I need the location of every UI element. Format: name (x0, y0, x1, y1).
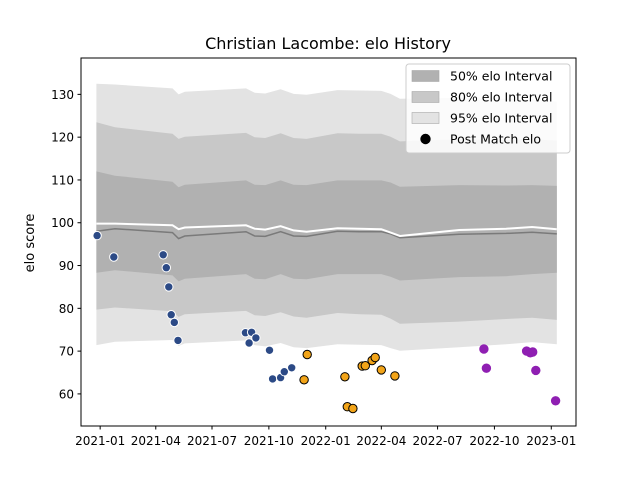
match-point-0-5 (166, 310, 176, 320)
legend-label-2: 95% elo Interval (450, 111, 552, 126)
match-point-1-9 (376, 365, 386, 375)
x-tick-label-2023-01: 2023-01 (526, 434, 576, 448)
x-tick-label-2022-04: 2022-04 (356, 434, 406, 448)
match-point-1-0 (299, 375, 309, 385)
legend-marker-3 (420, 133, 431, 145)
match-point-0-15 (279, 367, 289, 377)
band-center-line (96, 227, 557, 240)
match-point-1-2 (340, 372, 350, 382)
y-tick-label-70: 70 (59, 345, 74, 359)
match-point-2-1 (481, 363, 492, 373)
legend: 50% elo Interval 80% elo Interval 95% elo … (405, 63, 571, 154)
y-axis-label: elo score (23, 214, 38, 273)
x-tick-label-2022-01: 2022-01 (301, 434, 351, 448)
legend-label-1: 80% elo Interval (450, 90, 552, 105)
y-tick-label-60: 60 (59, 387, 74, 401)
x-tick-label-2022-07: 2022-07 (413, 434, 463, 448)
match-point-1-10 (390, 371, 400, 381)
x-tick-label-2022-10: 2022-10 (469, 434, 519, 448)
match-point-0-3 (161, 263, 172, 273)
match-point-2-0 (479, 344, 489, 354)
match-point-0-16 (287, 363, 297, 373)
match-point-2-5 (531, 365, 541, 376)
match-point-0-9 (244, 338, 254, 348)
match-point-0-6 (169, 317, 180, 328)
post-match-points (92, 230, 561, 414)
legend-swatch-0 (411, 70, 440, 82)
x-tick-label-2021-07: 2021-07 (187, 434, 237, 448)
chart-title: Christian Lacombe: elo History (205, 34, 451, 53)
band-50 (96, 171, 557, 282)
x-tick-label-2021-01: 2021-01 (75, 434, 125, 448)
match-point-0-7 (173, 335, 183, 346)
y-tick-label-110: 110 (51, 173, 74, 187)
match-point-0-2 (158, 250, 168, 260)
match-point-0-11 (251, 333, 261, 343)
match-point-0-1 (109, 252, 119, 262)
match-point-2-6 (550, 396, 561, 406)
match-point-0-12 (264, 345, 275, 355)
match-point-0-0 (92, 230, 102, 241)
legend-swatch-2 (411, 112, 440, 124)
legend-label-0: 50% elo Interval (450, 69, 552, 84)
legend-swatch-1 (411, 91, 440, 103)
legend-box (405, 63, 571, 154)
match-point-1-8 (370, 352, 380, 363)
match-point-1-1 (302, 349, 312, 360)
y-tick-label-100: 100 (51, 216, 74, 230)
y-tick-label-90: 90 (59, 259, 74, 273)
plot-frame (80, 57, 577, 427)
x-tick-label-2021-10: 2021-10 (244, 434, 294, 448)
match-point-0-13 (267, 374, 278, 384)
match-point-1-6 (360, 361, 370, 371)
axes: 60 70 80 90 100 110 120 130 2021-01 2021-04 2021-0… (51, 57, 577, 448)
y-tick-label-80: 80 (59, 302, 74, 316)
legend-label-3: Post Match elo (450, 132, 541, 147)
y-tick-label-120: 120 (51, 131, 74, 145)
expected-elo-line (96, 222, 557, 238)
match-point-2-4 (528, 347, 538, 357)
match-point-0-4 (164, 282, 174, 292)
y-tick-label-130: 130 (51, 88, 74, 102)
x-tick-label-2021-04: 2021-04 (131, 434, 181, 448)
match-point-1-4 (348, 403, 358, 414)
